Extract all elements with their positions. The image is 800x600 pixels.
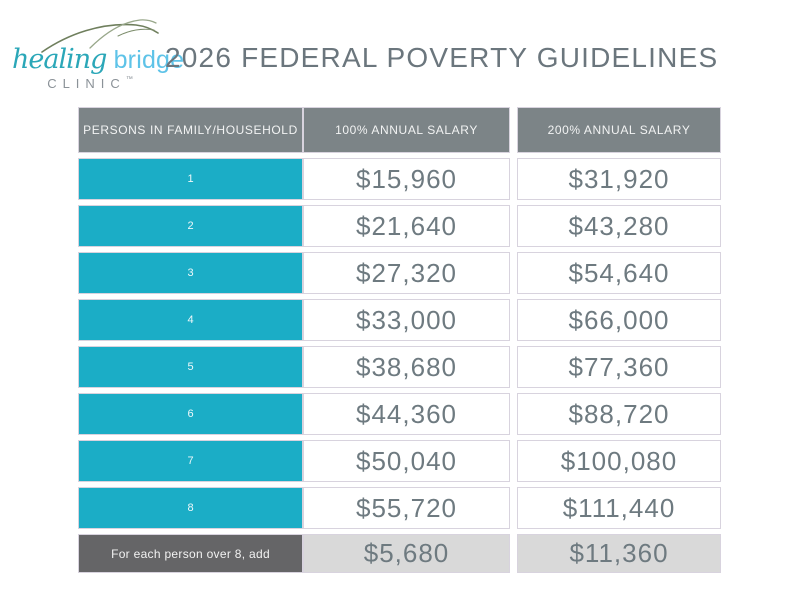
column-gap: [510, 487, 517, 529]
salary-200-cell: $43,280: [517, 205, 721, 247]
footer-label-cell: For each person over 8, add: [78, 534, 303, 573]
salary-200-cell: $31,920: [517, 158, 721, 200]
salary-100-cell: $15,960: [303, 158, 510, 200]
column-gap: [510, 205, 517, 247]
branch-swoosh-icon: [41, 19, 159, 53]
header-200-salary: 200% ANNUAL SALARY: [517, 107, 721, 153]
brand-name-sans: bridge: [106, 46, 185, 74]
footer-salary-100-cell: $5,680: [303, 534, 510, 573]
footer-salary-200-cell: $11,360: [517, 534, 721, 573]
column-gap: [510, 534, 517, 573]
salary-200-cell: $66,000: [517, 299, 721, 341]
brand-wordmark: healing bridge: [12, 44, 184, 75]
table-body: 1 $15,960 $31,920 2 $21,640 $43,280 3 $2…: [78, 158, 721, 529]
table-row: 1 $15,960 $31,920: [78, 158, 721, 200]
poverty-guidelines-table: PERSONS IN FAMILY/HOUSEHOLD 100% ANNUAL …: [78, 107, 721, 578]
table-header-row: PERSONS IN FAMILY/HOUSEHOLD 100% ANNUAL …: [78, 107, 721, 153]
brand-logo: healing bridge CLINIC™: [12, 8, 184, 96]
salary-100-cell: $50,040: [303, 440, 510, 482]
persons-cell: 6: [78, 393, 303, 435]
persons-cell: 5: [78, 346, 303, 388]
page-header: healing bridge CLINIC™ 2026 FEDERAL POVE…: [0, 0, 800, 100]
column-gap: [510, 107, 517, 153]
table-row: 6 $44,360 $88,720: [78, 393, 721, 435]
table-row: 3 $27,320 $54,640: [78, 252, 721, 294]
salary-200-cell: $54,640: [517, 252, 721, 294]
table-row: 4 $33,000 $66,000: [78, 299, 721, 341]
salary-100-cell: $21,640: [303, 205, 510, 247]
table-row: 5 $38,680 $77,360: [78, 346, 721, 388]
persons-cell: 2: [78, 205, 303, 247]
persons-cell: 4: [78, 299, 303, 341]
persons-cell: 7: [78, 440, 303, 482]
header-persons: PERSONS IN FAMILY/HOUSEHOLD: [78, 107, 303, 153]
column-gap: [510, 346, 517, 388]
page-title: 2026 FEDERAL POVERTY GUIDELINES: [165, 42, 719, 73]
table-row: 8 $55,720 $111,440: [78, 487, 721, 529]
table-row: 2 $21,640 $43,280: [78, 205, 721, 247]
table-footer-row: For each person over 8, add $5,680 $11,3…: [78, 534, 721, 573]
salary-100-cell: $38,680: [303, 346, 510, 388]
salary-100-cell: $55,720: [303, 487, 510, 529]
salary-200-cell: $77,360: [517, 346, 721, 388]
column-gap: [510, 252, 517, 294]
salary-200-cell: $100,080: [517, 440, 721, 482]
persons-cell: 3: [78, 252, 303, 294]
column-gap: [510, 440, 517, 482]
salary-200-cell: $88,720: [517, 393, 721, 435]
persons-cell: 1: [78, 158, 303, 200]
salary-100-cell: $27,320: [303, 252, 510, 294]
column-gap: [510, 393, 517, 435]
table-row: 7 $50,040 $100,080: [78, 440, 721, 482]
column-gap: [510, 299, 517, 341]
salary-100-cell: $33,000: [303, 299, 510, 341]
brand-name-script: healing: [12, 44, 107, 75]
trademark-symbol: ™: [125, 76, 133, 83]
brand-subtitle-text: CLINIC: [47, 76, 126, 91]
persons-cell: 8: [78, 487, 303, 529]
column-gap: [510, 158, 517, 200]
brand-subtitle: CLINIC™: [12, 76, 162, 91]
salary-200-cell: $111,440: [517, 487, 721, 529]
header-100-salary: 100% ANNUAL SALARY: [303, 107, 510, 153]
salary-100-cell: $44,360: [303, 393, 510, 435]
